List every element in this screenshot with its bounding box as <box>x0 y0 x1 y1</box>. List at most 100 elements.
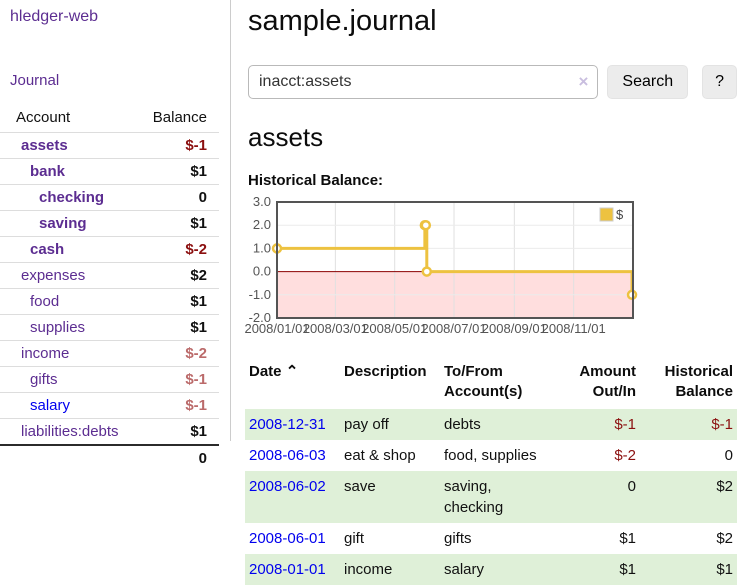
transaction-description: eat & shop <box>344 446 416 464</box>
column-header-balance: Historical Balance <box>664 363 733 401</box>
transaction-balance: $-1 <box>711 415 733 433</box>
search-button[interactable]: Search <box>607 65 689 99</box>
account-balance: $1 <box>129 418 219 446</box>
data-point <box>420 219 432 231</box>
accounts-header-account: Account <box>16 109 71 126</box>
svg-text:2008/07/01: 2008/07/01 <box>421 321 486 336</box>
account-row: liabilities:debts $1 <box>0 418 219 446</box>
account-balance: $-2 <box>129 340 219 367</box>
transaction-accounts: gifts <box>444 529 472 547</box>
account-row: expenses $2 <box>0 262 219 289</box>
svg-text:2008/05/01: 2008/05/01 <box>362 321 427 336</box>
legend-swatch <box>599 207 614 222</box>
accounts-total-balance: 0 <box>198 450 207 467</box>
account-heading: assets <box>248 122 324 152</box>
account-row: gifts $-1 <box>0 366 219 393</box>
transaction-amount: $1 <box>619 529 636 547</box>
transaction-date-link[interactable]: 2008-12-31 <box>249 415 326 433</box>
transaction-row: 2008-06-02 save saving, checking 0 $2 <box>245 470 737 523</box>
transaction-accounts: saving, checking <box>444 477 504 516</box>
account-link[interactable]: gifts <box>30 371 58 388</box>
svg-text:0.0: 0.0 <box>253 264 271 279</box>
search-bar: × Search ? <box>248 65 737 99</box>
account-link[interactable]: income <box>21 345 70 362</box>
transaction-description: save <box>344 477 376 495</box>
account-link[interactable]: salary <box>30 397 71 414</box>
clear-search-icon[interactable]: × <box>578 72 589 91</box>
account-link[interactable]: supplies <box>30 319 86 336</box>
account-row: saving $1 <box>0 210 219 237</box>
accounts-table-body: assets $-1 bank $1 checking 0 saving $1 cash $-2 e… <box>0 132 219 446</box>
account-link[interactable]: saving <box>39 215 87 232</box>
account-row: cash $-2 <box>0 236 219 263</box>
column-header-accounts: To/From Account(s) <box>444 363 523 401</box>
transaction-accounts: debts <box>444 415 481 433</box>
transaction-date-link[interactable]: 2008-06-01 <box>249 529 326 547</box>
account-balance: $-1 <box>129 366 219 393</box>
transaction-row: 2008-06-03 eat & shop food, supplies $-2 0 <box>245 440 737 471</box>
svg-text:2008/09/01: 2008/09/01 <box>482 321 547 336</box>
transaction-balance: $2 <box>716 529 733 547</box>
account-balance: $1 <box>129 314 219 341</box>
account-row: assets $-1 <box>0 132 219 159</box>
account-balance: 0 <box>129 184 219 211</box>
page-title: sample.journal <box>248 5 437 37</box>
column-header-date[interactable]: Date ⌃ <box>249 363 299 380</box>
transactions-header-row: Date ⌃ Description To/From Account(s) Am… <box>245 359 737 409</box>
svg-text:2.0: 2.0 <box>253 217 271 232</box>
account-link[interactable]: assets <box>21 137 68 154</box>
transaction-row: 2008-01-01 income salary $1 $1 <box>245 553 737 585</box>
search-input[interactable] <box>248 65 599 99</box>
transaction-date-link[interactable]: 2008-01-01 <box>249 560 326 578</box>
transaction-accounts: food, supplies <box>444 446 537 464</box>
transaction-description: income <box>344 560 393 578</box>
svg-text:1.0: 1.0 <box>253 240 271 255</box>
account-balance: $-2 <box>129 236 219 263</box>
svg-text:2008/01/01: 2008/01/01 <box>244 321 309 336</box>
transaction-description: pay off <box>344 415 389 433</box>
transaction-balance: 0 <box>724 446 733 464</box>
transaction-amount: $-2 <box>614 446 636 464</box>
transaction-balance: $2 <box>716 477 733 495</box>
account-link[interactable]: liabilities:debts <box>21 423 119 440</box>
account-link[interactable]: expenses <box>21 267 86 284</box>
transaction-amount: 0 <box>627 477 636 495</box>
sidebar: hledger-web Journal Account Balance asse… <box>0 0 231 467</box>
svg-text:2008/11/01: 2008/11/01 <box>542 321 606 336</box>
transaction-balance: $1 <box>716 560 733 578</box>
app-brand-link[interactable]: hledger-web <box>10 8 99 25</box>
account-row: income $-2 <box>0 340 219 367</box>
search-help-button[interactable]: ? <box>702 65 737 99</box>
account-row: checking 0 <box>0 184 219 211</box>
account-row: food $1 <box>0 288 219 315</box>
main-panel: sample.journal × Search ? assets Histori… <box>244 0 737 585</box>
chart-frame <box>276 201 634 319</box>
legend-label: $ <box>616 207 624 222</box>
account-link[interactable]: food <box>30 293 60 310</box>
transaction-date-link[interactable]: 2008-06-02 <box>249 477 326 495</box>
account-row: salary $-1 <box>0 392 219 419</box>
account-link[interactable]: bank <box>30 163 66 180</box>
svg-text:-1.0: -1.0 <box>249 287 271 302</box>
chart-svg: $3.0 2.0 1.0 0.0 -1.0 -2.02008/01/012008/03/0… <box>244 194 638 336</box>
account-link[interactable]: checking <box>39 189 105 206</box>
account-balance: $-1 <box>129 132 219 159</box>
svg-text:2008/03/01: 2008/03/01 <box>303 321 368 336</box>
accounts-total-row: 0 <box>0 445 219 471</box>
transaction-amount: $1 <box>619 560 636 578</box>
transactions-table: Date ⌃ Description To/From Account(s) Am… <box>245 359 737 585</box>
svg-text:3.0: 3.0 <box>253 194 271 209</box>
sidebar-item-journal[interactable]: Journal <box>10 72 60 89</box>
accounts-table: Account Balance assets $-1 bank $1 checking 0… <box>0 105 219 471</box>
account-link[interactable]: cash <box>30 241 65 258</box>
account-balance: $-1 <box>129 392 219 419</box>
data-point <box>421 266 433 277</box>
transaction-amount: $-1 <box>614 415 636 433</box>
column-header-description: Description <box>344 363 427 380</box>
account-balance: $2 <box>129 262 219 289</box>
historical-balance-chart: $3.0 2.0 1.0 0.0 -1.0 -2.0 2008/01/01 2008/03/0… <box>244 194 723 343</box>
transaction-description: gift <box>344 529 365 547</box>
transaction-date-link[interactable]: 2008-06-03 <box>249 446 326 464</box>
column-header-amount: Amount Out/In <box>579 363 636 401</box>
account-balance: $1 <box>129 158 219 185</box>
